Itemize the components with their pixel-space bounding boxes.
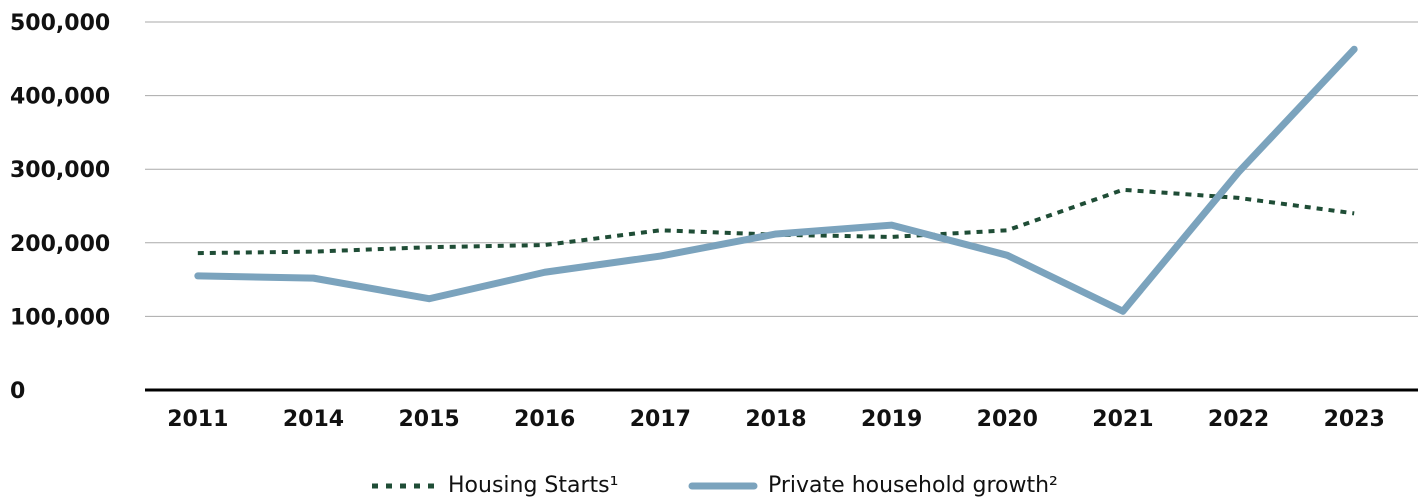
y-tick-label: 0 [10, 379, 25, 404]
x-tick-label: 2021 [1092, 407, 1153, 432]
y-tick-label: 400,000 [10, 85, 110, 110]
series-line [194, 45, 1358, 315]
x-tick-label: 2015 [398, 407, 459, 432]
legend-label: Private household growth² [768, 473, 1058, 497]
x-tick-label: 2014 [283, 407, 344, 432]
x-tick-label: 2022 [1208, 407, 1269, 432]
x-tick-label: 2020 [977, 407, 1038, 432]
x-tick-label: 2018 [745, 407, 806, 432]
y-tick-label: 100,000 [10, 305, 110, 330]
x-tick-label: 2023 [1324, 407, 1385, 432]
y-tick-label: 200,000 [10, 232, 110, 257]
x-tick-label: 2011 [167, 407, 228, 432]
y-tick-label: 500,000 [10, 11, 110, 36]
x-tick-label: 2017 [630, 407, 691, 432]
x-tick-label: 2016 [514, 407, 575, 432]
legend-label: Housing Starts¹ [448, 473, 618, 497]
x-tick-label: 2019 [861, 407, 922, 432]
y-tick-label: 300,000 [10, 158, 110, 183]
